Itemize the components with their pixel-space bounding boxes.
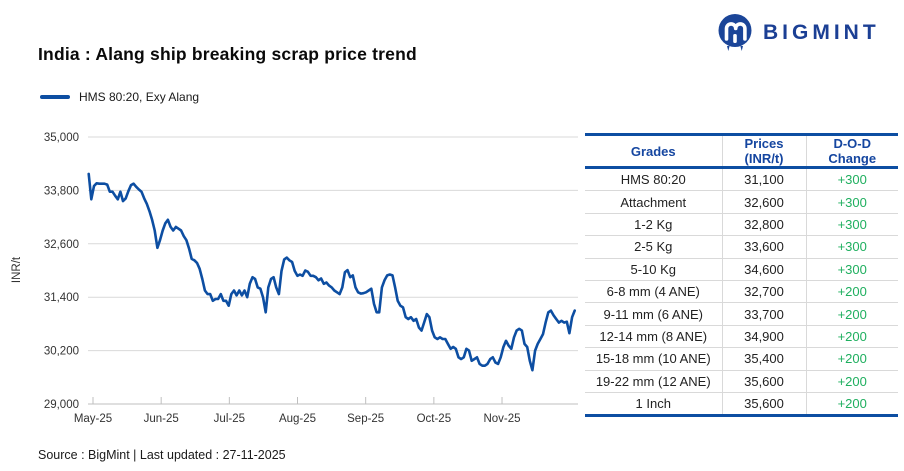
table-row: 6-8 mm (4 ANE) 32,700 +200 (585, 279, 898, 303)
page-title: India : Alang ship breaking scrap price … (38, 44, 417, 64)
table-row: 9-11 mm (6 ANE) 33,700 +200 (585, 302, 898, 326)
price-cell: 33,700 (721, 302, 806, 326)
price-table-header: Grades Prices (INR/t) D-O-D Change (585, 134, 898, 169)
svg-text:Jul-25: Jul-25 (214, 413, 245, 425)
change-cell: +300 (805, 167, 898, 191)
table-row: 2-5 Kg 33,600 +300 (585, 235, 898, 259)
change-cell: +300 (805, 212, 898, 236)
table-row: 1 Inch 35,600 +200 (585, 391, 898, 416)
svg-text:Oct-25: Oct-25 (417, 413, 452, 425)
price-cell: 32,600 (721, 190, 806, 214)
change-cell: +200 (805, 279, 898, 303)
svg-text:Sep-25: Sep-25 (347, 413, 384, 425)
bigmint-logo-text: BIGMINT (763, 21, 880, 44)
svg-text:31,400: 31,400 (44, 292, 79, 304)
bigmint-logo-icon (718, 14, 752, 51)
price-table-body: HMS 80:20 31,100 +300 Attachment 32,600 +300 1… (585, 167, 898, 416)
svg-text:Aug-25: Aug-25 (279, 413, 316, 425)
price-cell: 32,700 (721, 279, 806, 303)
grade-cell: 12-14 mm (8 ANE) (585, 324, 722, 348)
price-cell: 34,900 (721, 324, 806, 348)
grade-cell: 15-18 mm (10 ANE) (585, 347, 722, 371)
chart-legend: HMS 80:20, Exy Alang (40, 90, 199, 104)
legend-line-swatch (40, 95, 70, 99)
change-cell: +200 (805, 369, 898, 393)
svg-text:32,600: 32,600 (44, 239, 79, 251)
svg-text:30,200: 30,200 (44, 346, 79, 358)
legend-label: HMS 80:20, Exy Alang (79, 90, 200, 104)
change-cell: +300 (805, 257, 898, 281)
table-row: 19-22 mm (12 ANE) 35,600 +200 (585, 369, 898, 393)
price-cell: 35,600 (721, 369, 806, 393)
svg-text:35,000: 35,000 (44, 132, 79, 144)
source-note: Source : BigMint | Last updated : 27-11-… (38, 448, 286, 462)
grade-cell: 1 Inch (585, 391, 722, 416)
change-cell: +200 (805, 324, 898, 348)
grade-cell: 19-22 mm (12 ANE) (585, 369, 722, 393)
grade-cell: 9-11 mm (6 ANE) (585, 302, 722, 326)
bigmint-logo: BIGMINT (716, 13, 880, 53)
change-cell: +300 (805, 235, 898, 259)
price-cell: 34,600 (721, 257, 806, 281)
grade-cell: 6-8 mm (4 ANE) (585, 279, 722, 303)
change-cell: +200 (805, 302, 898, 326)
price-cell: 33,600 (721, 235, 806, 259)
change-cell: +200 (805, 391, 898, 416)
svg-text:INR/t: INR/t (11, 256, 23, 283)
grade-cell: Attachment (585, 190, 722, 214)
change-cell: +300 (805, 190, 898, 214)
grade-cell: HMS 80:20 (620, 172, 686, 188)
grade-cell: 5-10 Kg (585, 257, 722, 281)
table-row: HMS 80:20 31,100 +300 (585, 167, 898, 191)
price-cell: 32,800 (721, 212, 806, 236)
column-header-grades: Grades (585, 134, 722, 169)
column-header-prices: Prices (INR/t) (721, 134, 806, 169)
table-row: 1-2 Kg 32,800 +300 (585, 212, 898, 236)
price-cell: 35,400 (721, 347, 806, 371)
svg-text:Jun-25: Jun-25 (144, 413, 179, 425)
svg-text:33,800: 33,800 (44, 185, 79, 197)
price-table: Grades Prices (INR/t) D-O-D Change HMS 8… (585, 133, 898, 418)
price-trend-chart: 35,000 33,800 32,600 31,400 30,200 29,000 May-… (11, 132, 578, 425)
price-cell: 35,600 (721, 391, 806, 416)
table-row: 15-18 mm (10 ANE) 35,400 +200 (585, 347, 898, 371)
svg-text:29,000: 29,000 (44, 399, 79, 411)
price-cell: 31,100 (721, 167, 806, 191)
grade-cell: 2-5 Kg (585, 235, 722, 259)
table-row: 12-14 mm (8 ANE) 34,900 +200 (585, 324, 898, 348)
svg-text:May-25: May-25 (74, 413, 112, 425)
grade-cell: 1-2 Kg (585, 212, 722, 236)
svg-text:Nov-25: Nov-25 (483, 413, 520, 425)
change-cell: +200 (805, 347, 898, 371)
table-row: 5-10 Kg 34,600 +300 (585, 257, 898, 281)
table-row: Attachment 32,600 +300 (585, 190, 898, 214)
column-header-dod-change: D-O-D Change (805, 134, 898, 169)
price-line-series (87, 172, 577, 372)
